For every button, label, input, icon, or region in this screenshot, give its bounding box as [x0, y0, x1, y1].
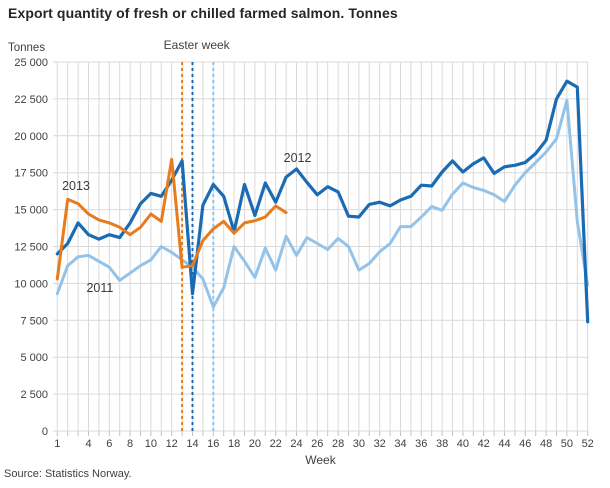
x-tick-label: 26	[311, 438, 323, 450]
x-tick-label: 12	[166, 438, 178, 450]
series-line-2013	[55, 157, 288, 281]
y-axis-labels: 0 2 500 5 000 7 500 10 000 12 500 15 000 17 500…	[14, 57, 48, 438]
x-tick-label: 40	[457, 438, 469, 450]
x-tick-label: 46	[519, 438, 531, 450]
series-line-2011	[55, 98, 590, 309]
y-tick-label: 5 000	[20, 352, 48, 364]
x-tick-label: 32	[374, 438, 386, 450]
x-tick-label: 6	[106, 438, 112, 450]
y-tick-label: 20 000	[14, 131, 48, 143]
x-tick-label: 38	[436, 438, 448, 450]
x-tick-label: 30	[353, 438, 365, 450]
series-label-2013: 2013	[62, 179, 90, 193]
x-tick-label: 1	[54, 438, 60, 450]
x-tick-label: 48	[540, 438, 552, 450]
chart-canvas: 0 2 500 5 000 7 500 10 000 12 500 15 000 17 500…	[8, 38, 594, 466]
x-tick-label: 44	[498, 438, 510, 450]
x-tick-label: 10	[145, 438, 157, 450]
source-note: Source: Statistics Norway.	[4, 468, 132, 480]
x-axis-labels: 1 4 6 8 10 12 14 16 18 20 22 24 26 28 30 32 34 36 38 40 42 44…	[54, 438, 594, 450]
y-tick-label: 12 500	[14, 242, 48, 254]
y-tick-label: 17 500	[14, 168, 48, 180]
y-tick-label: 7 500	[20, 315, 48, 327]
x-tick-label: 42	[478, 438, 490, 450]
y-tick-label: 0	[42, 426, 48, 438]
series-label-2012: 2012	[284, 151, 312, 165]
x-tick-label: 8	[127, 438, 133, 450]
x-tick-label: 52	[582, 438, 594, 450]
y-axis-title: Tonnes	[8, 42, 45, 54]
chart-title: Export quantity of fresh or chilled farm…	[8, 5, 398, 21]
x-tick-label: 36	[415, 438, 427, 450]
series-line-2012	[55, 79, 590, 324]
y-tick-label: 25 000	[14, 57, 48, 69]
x-tick-label: 16	[207, 438, 219, 450]
x-tick-marks	[56, 431, 589, 436]
x-tick-label: 34	[394, 438, 406, 450]
x-tick-label: 50	[561, 438, 573, 450]
x-tick-label: 18	[228, 438, 240, 450]
easter-week-label: Easter week	[164, 38, 231, 52]
x-tick-label: 28	[332, 438, 344, 450]
x-axis-title: Week	[305, 453, 336, 466]
y-tick-label: 2 500	[20, 389, 48, 401]
y-tick-label: 10 000	[14, 278, 48, 290]
series-label-2011: 2011	[86, 281, 113, 295]
x-tick-label: 20	[249, 438, 261, 450]
x-tick-label: 14	[186, 438, 198, 450]
x-tick-label: 4	[85, 438, 91, 450]
x-tick-label: 24	[290, 438, 302, 450]
y-tick-label: 15 000	[14, 205, 48, 217]
x-tick-label: 22	[270, 438, 282, 450]
y-tick-label: 22 500	[14, 94, 48, 106]
